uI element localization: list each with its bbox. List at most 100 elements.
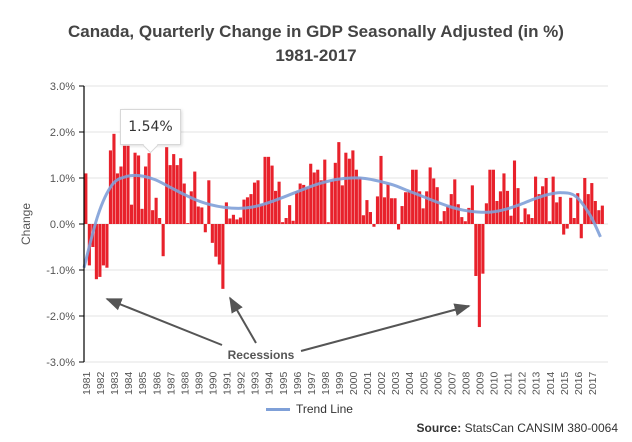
bar bbox=[470, 185, 474, 224]
bar bbox=[284, 218, 288, 224]
bar bbox=[256, 180, 260, 224]
bar bbox=[158, 218, 162, 224]
bar bbox=[569, 197, 573, 224]
annotation-arrow bbox=[105, 298, 223, 346]
source-text: StatsCan CANSIM 380-0064 bbox=[464, 421, 618, 435]
bar bbox=[186, 223, 190, 224]
bar bbox=[245, 197, 250, 224]
bar bbox=[382, 197, 387, 224]
annotation-arrow bbox=[300, 303, 471, 352]
bar bbox=[393, 198, 397, 224]
bar bbox=[84, 173, 88, 224]
bar bbox=[442, 211, 446, 224]
x-tick-label: 2008 bbox=[460, 371, 472, 395]
y-tick-label: -1.0% bbox=[46, 265, 75, 277]
bar bbox=[579, 224, 583, 239]
bar bbox=[154, 197, 158, 224]
x-tick-label: 2005 bbox=[418, 371, 430, 395]
bar bbox=[126, 145, 130, 224]
legend-label-trend-line: Trend Line bbox=[296, 402, 353, 416]
bar bbox=[101, 224, 105, 266]
x-tick-label: 2012 bbox=[517, 371, 529, 395]
bar bbox=[576, 193, 580, 224]
bar bbox=[558, 196, 562, 224]
y-tick-label: -2.0% bbox=[46, 311, 75, 323]
bar bbox=[428, 167, 432, 224]
bar bbox=[259, 204, 264, 224]
bar bbox=[151, 210, 155, 224]
bar bbox=[119, 166, 123, 224]
x-tick-label: 2015 bbox=[559, 371, 571, 395]
bar bbox=[509, 215, 513, 224]
bar bbox=[238, 217, 242, 224]
bar bbox=[323, 159, 327, 224]
bar bbox=[439, 221, 443, 224]
bar bbox=[488, 169, 492, 224]
bar bbox=[593, 201, 597, 224]
bar bbox=[600, 205, 604, 224]
bar bbox=[530, 218, 534, 224]
bar bbox=[562, 224, 566, 235]
bar bbox=[361, 215, 365, 224]
bar bbox=[288, 205, 292, 224]
source-label: Source: bbox=[416, 421, 462, 435]
bar bbox=[502, 173, 506, 224]
x-tick-label: 1992 bbox=[236, 371, 248, 395]
bar bbox=[351, 150, 355, 224]
bar bbox=[449, 194, 453, 224]
x-tick-label: 1998 bbox=[320, 371, 332, 395]
bar bbox=[217, 224, 221, 265]
bar bbox=[421, 208, 425, 224]
chart-subtitle: 1981-2017 bbox=[275, 46, 357, 65]
bar bbox=[252, 182, 257, 224]
bar bbox=[270, 165, 274, 224]
bar bbox=[203, 224, 207, 233]
bar bbox=[425, 191, 429, 224]
bar bbox=[555, 202, 559, 224]
legend-swatch-trend-line bbox=[266, 407, 290, 411]
x-tick-label: 2017 bbox=[587, 371, 599, 395]
bar bbox=[586, 194, 590, 224]
bar bbox=[309, 163, 313, 224]
legend[interactable]: Trend Line bbox=[266, 402, 353, 416]
bar bbox=[597, 210, 601, 224]
bar bbox=[463, 221, 467, 224]
bar bbox=[460, 217, 464, 224]
bar bbox=[267, 156, 271, 224]
bar bbox=[333, 162, 337, 224]
bar bbox=[189, 191, 193, 224]
y-axis-label: Change bbox=[19, 203, 33, 245]
bar bbox=[277, 181, 281, 224]
bar bbox=[467, 207, 471, 224]
x-tick-label: 2014 bbox=[545, 371, 557, 395]
bar bbox=[137, 155, 141, 224]
value-tooltip: 1.54% bbox=[120, 109, 181, 145]
x-tick-label: 1997 bbox=[306, 371, 318, 395]
bar bbox=[537, 194, 541, 224]
bar bbox=[319, 180, 323, 224]
x-tick-label: 2007 bbox=[446, 371, 458, 395]
y-tick-label: 1.0% bbox=[50, 173, 75, 185]
bar bbox=[411, 169, 415, 224]
bar bbox=[228, 218, 232, 224]
bar bbox=[548, 221, 552, 224]
x-tick-label: 1993 bbox=[250, 371, 262, 395]
bar bbox=[407, 191, 411, 224]
bar bbox=[491, 169, 495, 224]
x-tick-label: 1988 bbox=[179, 371, 191, 395]
y-tick-label: 2.0% bbox=[50, 127, 75, 139]
bar bbox=[414, 169, 418, 224]
x-tick-label: 1986 bbox=[151, 371, 163, 395]
x-tick-label: 1990 bbox=[207, 371, 219, 395]
bar bbox=[456, 204, 460, 224]
bar bbox=[193, 171, 197, 224]
bar bbox=[527, 214, 531, 224]
x-tick-label: 1983 bbox=[109, 371, 121, 395]
bar bbox=[519, 222, 524, 224]
bar bbox=[98, 224, 102, 277]
bar bbox=[295, 191, 299, 224]
bar bbox=[122, 145, 127, 224]
bar bbox=[112, 133, 116, 224]
bar bbox=[477, 224, 481, 328]
